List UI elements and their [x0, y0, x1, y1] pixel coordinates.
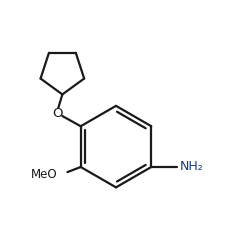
Text: O: O: [52, 107, 63, 120]
Text: NH₂: NH₂: [179, 160, 203, 173]
Text: MeO: MeO: [31, 168, 58, 181]
